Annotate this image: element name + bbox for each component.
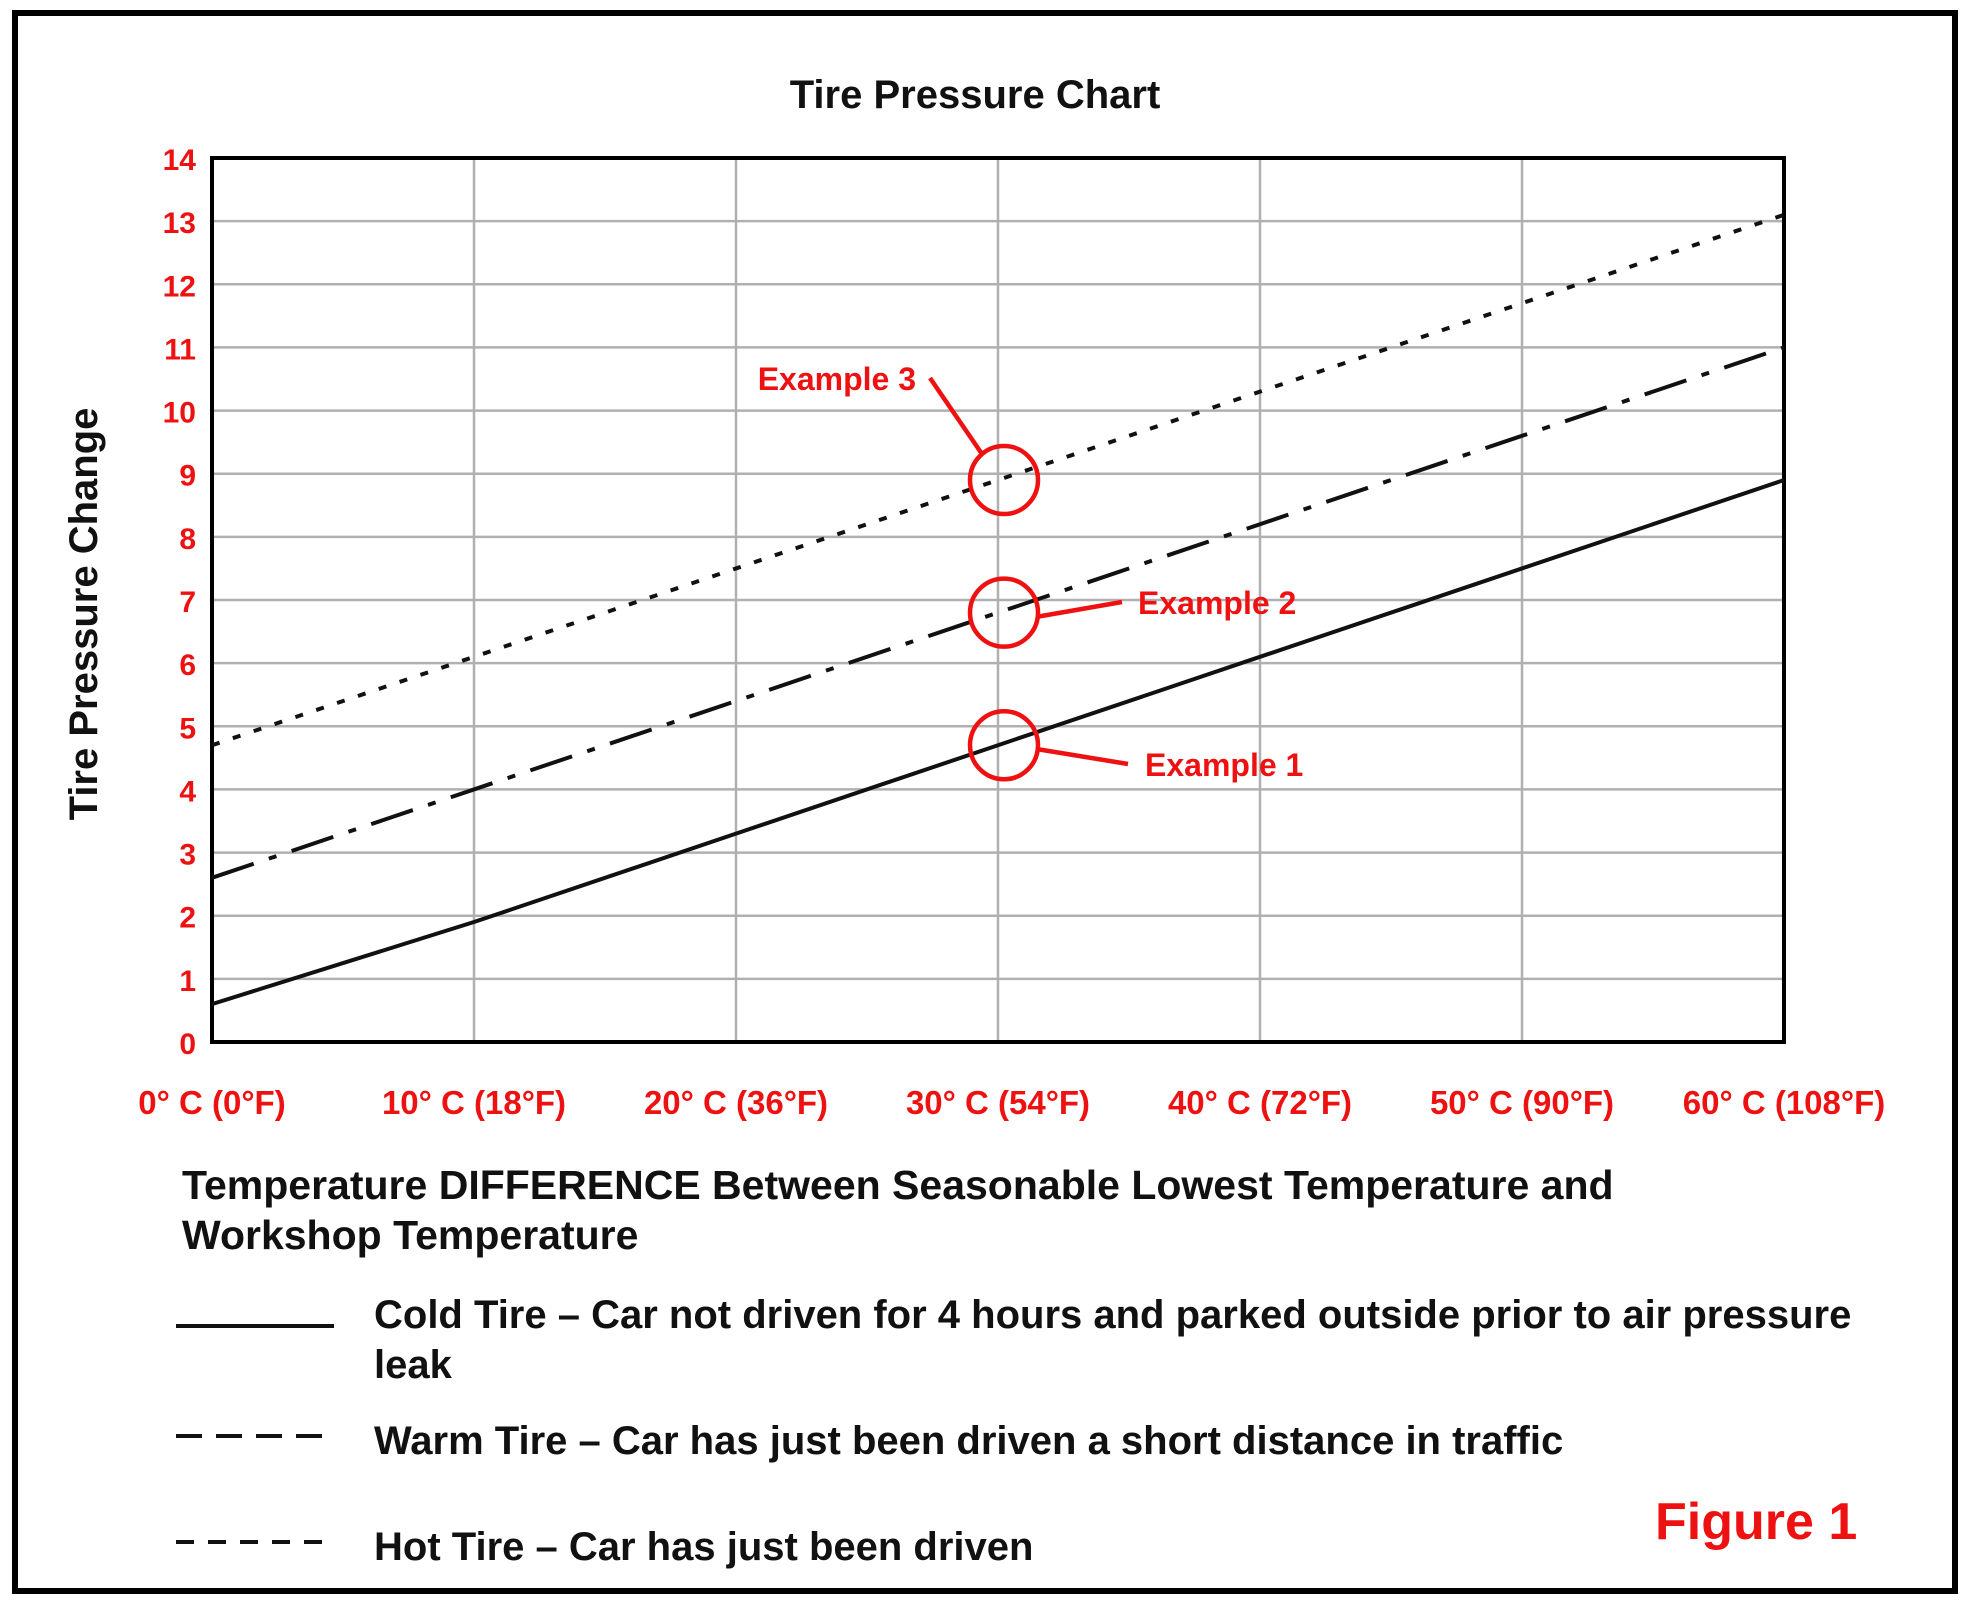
x-tick-label: 40° C (72°F) — [1168, 1084, 1352, 1121]
y-axis-label: Tire Pressure Change — [62, 408, 106, 821]
y-tick-label: 3 — [179, 839, 196, 872]
legend-hot: Hot Tire – Car has just been driven — [374, 1522, 1574, 1572]
example-label: Example 3 — [758, 361, 916, 397]
legend-cold: Cold Tire – Car not driven for 4 hours a… — [374, 1290, 1854, 1390]
y-tick-label: 10 — [163, 397, 196, 430]
example-label: Example 2 — [1138, 585, 1296, 621]
x-tick-label: 20° C (36°F) — [644, 1084, 828, 1121]
legend-warm: Warm Tire – Car has just been driven a s… — [374, 1416, 1854, 1466]
figure-label: Figure 1 — [1655, 1493, 1858, 1551]
legend-warm-text: Warm Tire – Car has just been driven a s… — [374, 1419, 1564, 1463]
x-axis-label: Temperature DIFFERENCE Between Seasonabl… — [182, 1162, 1614, 1258]
example-circle — [967, 708, 1041, 782]
y-tick-label: 1 — [179, 965, 196, 998]
y-tick-label: 8 — [179, 523, 196, 556]
legend-swatches — [176, 1324, 334, 1544]
grid — [210, 156, 1786, 1044]
figure-frame — [12, 10, 1958, 1594]
x-tick-label: 50° C (90°F) — [1430, 1084, 1614, 1121]
legend-hot-text: Hot Tire – Car has just been driven — [374, 1525, 1034, 1569]
chart-title: Tire Pressure Chart — [790, 73, 1161, 117]
y-tick-label: 2 — [179, 902, 196, 935]
series-line-warm — [211, 345, 1785, 880]
annotations: Example 1 Example 2 Example 3 — [758, 361, 1304, 783]
y-tick-label: 14 — [163, 144, 197, 177]
y-tick-label: 5 — [179, 712, 196, 745]
y-tick-label: 4 — [179, 775, 196, 808]
x-tick-label: 0° C (0°F) — [138, 1084, 285, 1121]
series-lines — [211, 212, 1785, 1007]
plot-area-border — [210, 156, 1786, 1044]
x-tick-label: 30° C (54°F) — [906, 1084, 1090, 1121]
example-callout-line — [1037, 747, 1129, 767]
x-tick-label: 60° C (108°F) — [1683, 1084, 1885, 1121]
series-line-cold — [211, 478, 1785, 1007]
example-label: Example 1 — [1145, 747, 1303, 783]
y-tick-label: 7 — [179, 586, 196, 619]
y-tick-label: 6 — [179, 649, 196, 682]
y-tick-label: 13 — [163, 207, 196, 240]
y-tick-label: 11 — [164, 333, 196, 366]
legend-cold-text: Cold Tire – Car not driven for 4 hours a… — [374, 1293, 1852, 1387]
y-tick-label: 0 — [179, 1028, 196, 1061]
y-tick-label: 12 — [163, 270, 196, 303]
example-circle — [967, 576, 1041, 649]
example-callout-line — [1037, 599, 1123, 619]
y-tick-label: 9 — [179, 460, 196, 493]
example-callout-line — [928, 376, 984, 456]
x-tick-label: 10° C (18°F) — [382, 1084, 566, 1121]
example-circle — [967, 443, 1041, 517]
